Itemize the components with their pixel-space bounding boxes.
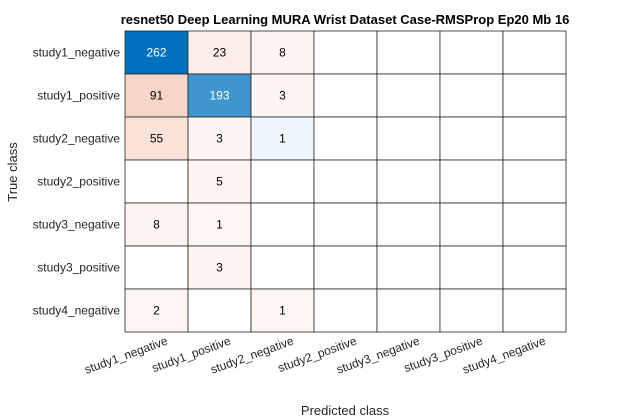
matrix-cell xyxy=(376,30,441,75)
matrix-cell xyxy=(439,288,504,333)
row-tick-labels: study1_negative study1_positive study2_neg… xyxy=(33,46,121,318)
matrix-cell xyxy=(439,73,504,118)
matrix-cell xyxy=(502,116,567,161)
matrix-cell xyxy=(250,245,315,290)
row-label: study1_negative xyxy=(33,46,121,60)
matrix-cell xyxy=(313,288,378,333)
matrix-cell xyxy=(124,159,189,204)
y-axis-label: True class xyxy=(5,142,20,202)
matrix-cell xyxy=(313,202,378,247)
cell-value-label: 3 xyxy=(279,89,286,103)
matrix-cell xyxy=(502,245,567,290)
row-label: study3_positive xyxy=(37,261,120,275)
cell-value-label: 23 xyxy=(213,46,227,60)
matrix-cell xyxy=(439,116,504,161)
matrix-cell xyxy=(376,288,441,333)
matrix-cell xyxy=(313,245,378,290)
cell-value-label: 5 xyxy=(216,175,223,189)
matrix-cell xyxy=(502,159,567,204)
matrix-cell xyxy=(250,159,315,204)
matrix-cell xyxy=(187,288,252,333)
column-tick-labels: study1_negativestudy1_positivestudy2_neg… xyxy=(83,334,548,377)
matrix-cell xyxy=(250,30,315,75)
matrix-cell xyxy=(250,202,315,247)
matrix-cell xyxy=(502,202,567,247)
cell-value-label: 3 xyxy=(216,132,223,146)
matrix-cell xyxy=(439,30,504,75)
matrix-cell xyxy=(502,73,567,118)
cell-value-label: 2 xyxy=(153,304,160,318)
chart-title: resnet50 Deep Learning MURA Wrist Datase… xyxy=(121,12,570,27)
matrix-cell xyxy=(502,30,567,75)
cell-value-label: 8 xyxy=(153,218,160,232)
cell-value-label: 262 xyxy=(146,46,166,60)
row-label: study1_positive xyxy=(37,89,120,103)
cell-value-label: 193 xyxy=(209,89,229,103)
matrix-cell xyxy=(313,159,378,204)
matrix-cell xyxy=(376,116,441,161)
cell-value-label: 55 xyxy=(150,132,164,146)
matrix-cell xyxy=(187,116,252,161)
matrix-cell xyxy=(124,30,189,75)
matrix-cell xyxy=(313,116,378,161)
cell-value-label: 3 xyxy=(216,261,223,275)
cell-value-label: 91 xyxy=(150,89,164,103)
cell-value-label: 1 xyxy=(279,304,286,318)
matrix-cell xyxy=(124,73,189,118)
row-label: study2_positive xyxy=(37,175,120,189)
matrix-cell xyxy=(124,245,189,290)
matrix-cell xyxy=(313,73,378,118)
cell-value-label: 1 xyxy=(279,132,286,146)
matrix-cells: 262 23 891 193 355 3 158 132 1 xyxy=(124,30,567,333)
row-label: study2_negative xyxy=(33,132,121,146)
matrix-cell xyxy=(439,202,504,247)
row-label: study4_negative xyxy=(33,304,121,318)
matrix-cell xyxy=(502,288,567,333)
matrix-cell xyxy=(313,30,378,75)
matrix-cell xyxy=(250,73,315,118)
matrix-cell xyxy=(376,245,441,290)
cell-value-label: 1 xyxy=(216,218,223,232)
matrix-cell xyxy=(376,159,441,204)
matrix-cell xyxy=(439,159,504,204)
matrix-cell xyxy=(124,288,189,333)
matrix-cell xyxy=(187,30,252,75)
cell-value-label: 8 xyxy=(279,46,286,60)
matrix-cell xyxy=(376,73,441,118)
row-label: study3_negative xyxy=(33,218,121,232)
matrix-cell xyxy=(187,202,252,247)
matrix-cell xyxy=(439,245,504,290)
matrix-cell xyxy=(187,159,252,204)
matrix-cell xyxy=(376,202,441,247)
x-axis-label: Predicted class xyxy=(301,403,390,418)
